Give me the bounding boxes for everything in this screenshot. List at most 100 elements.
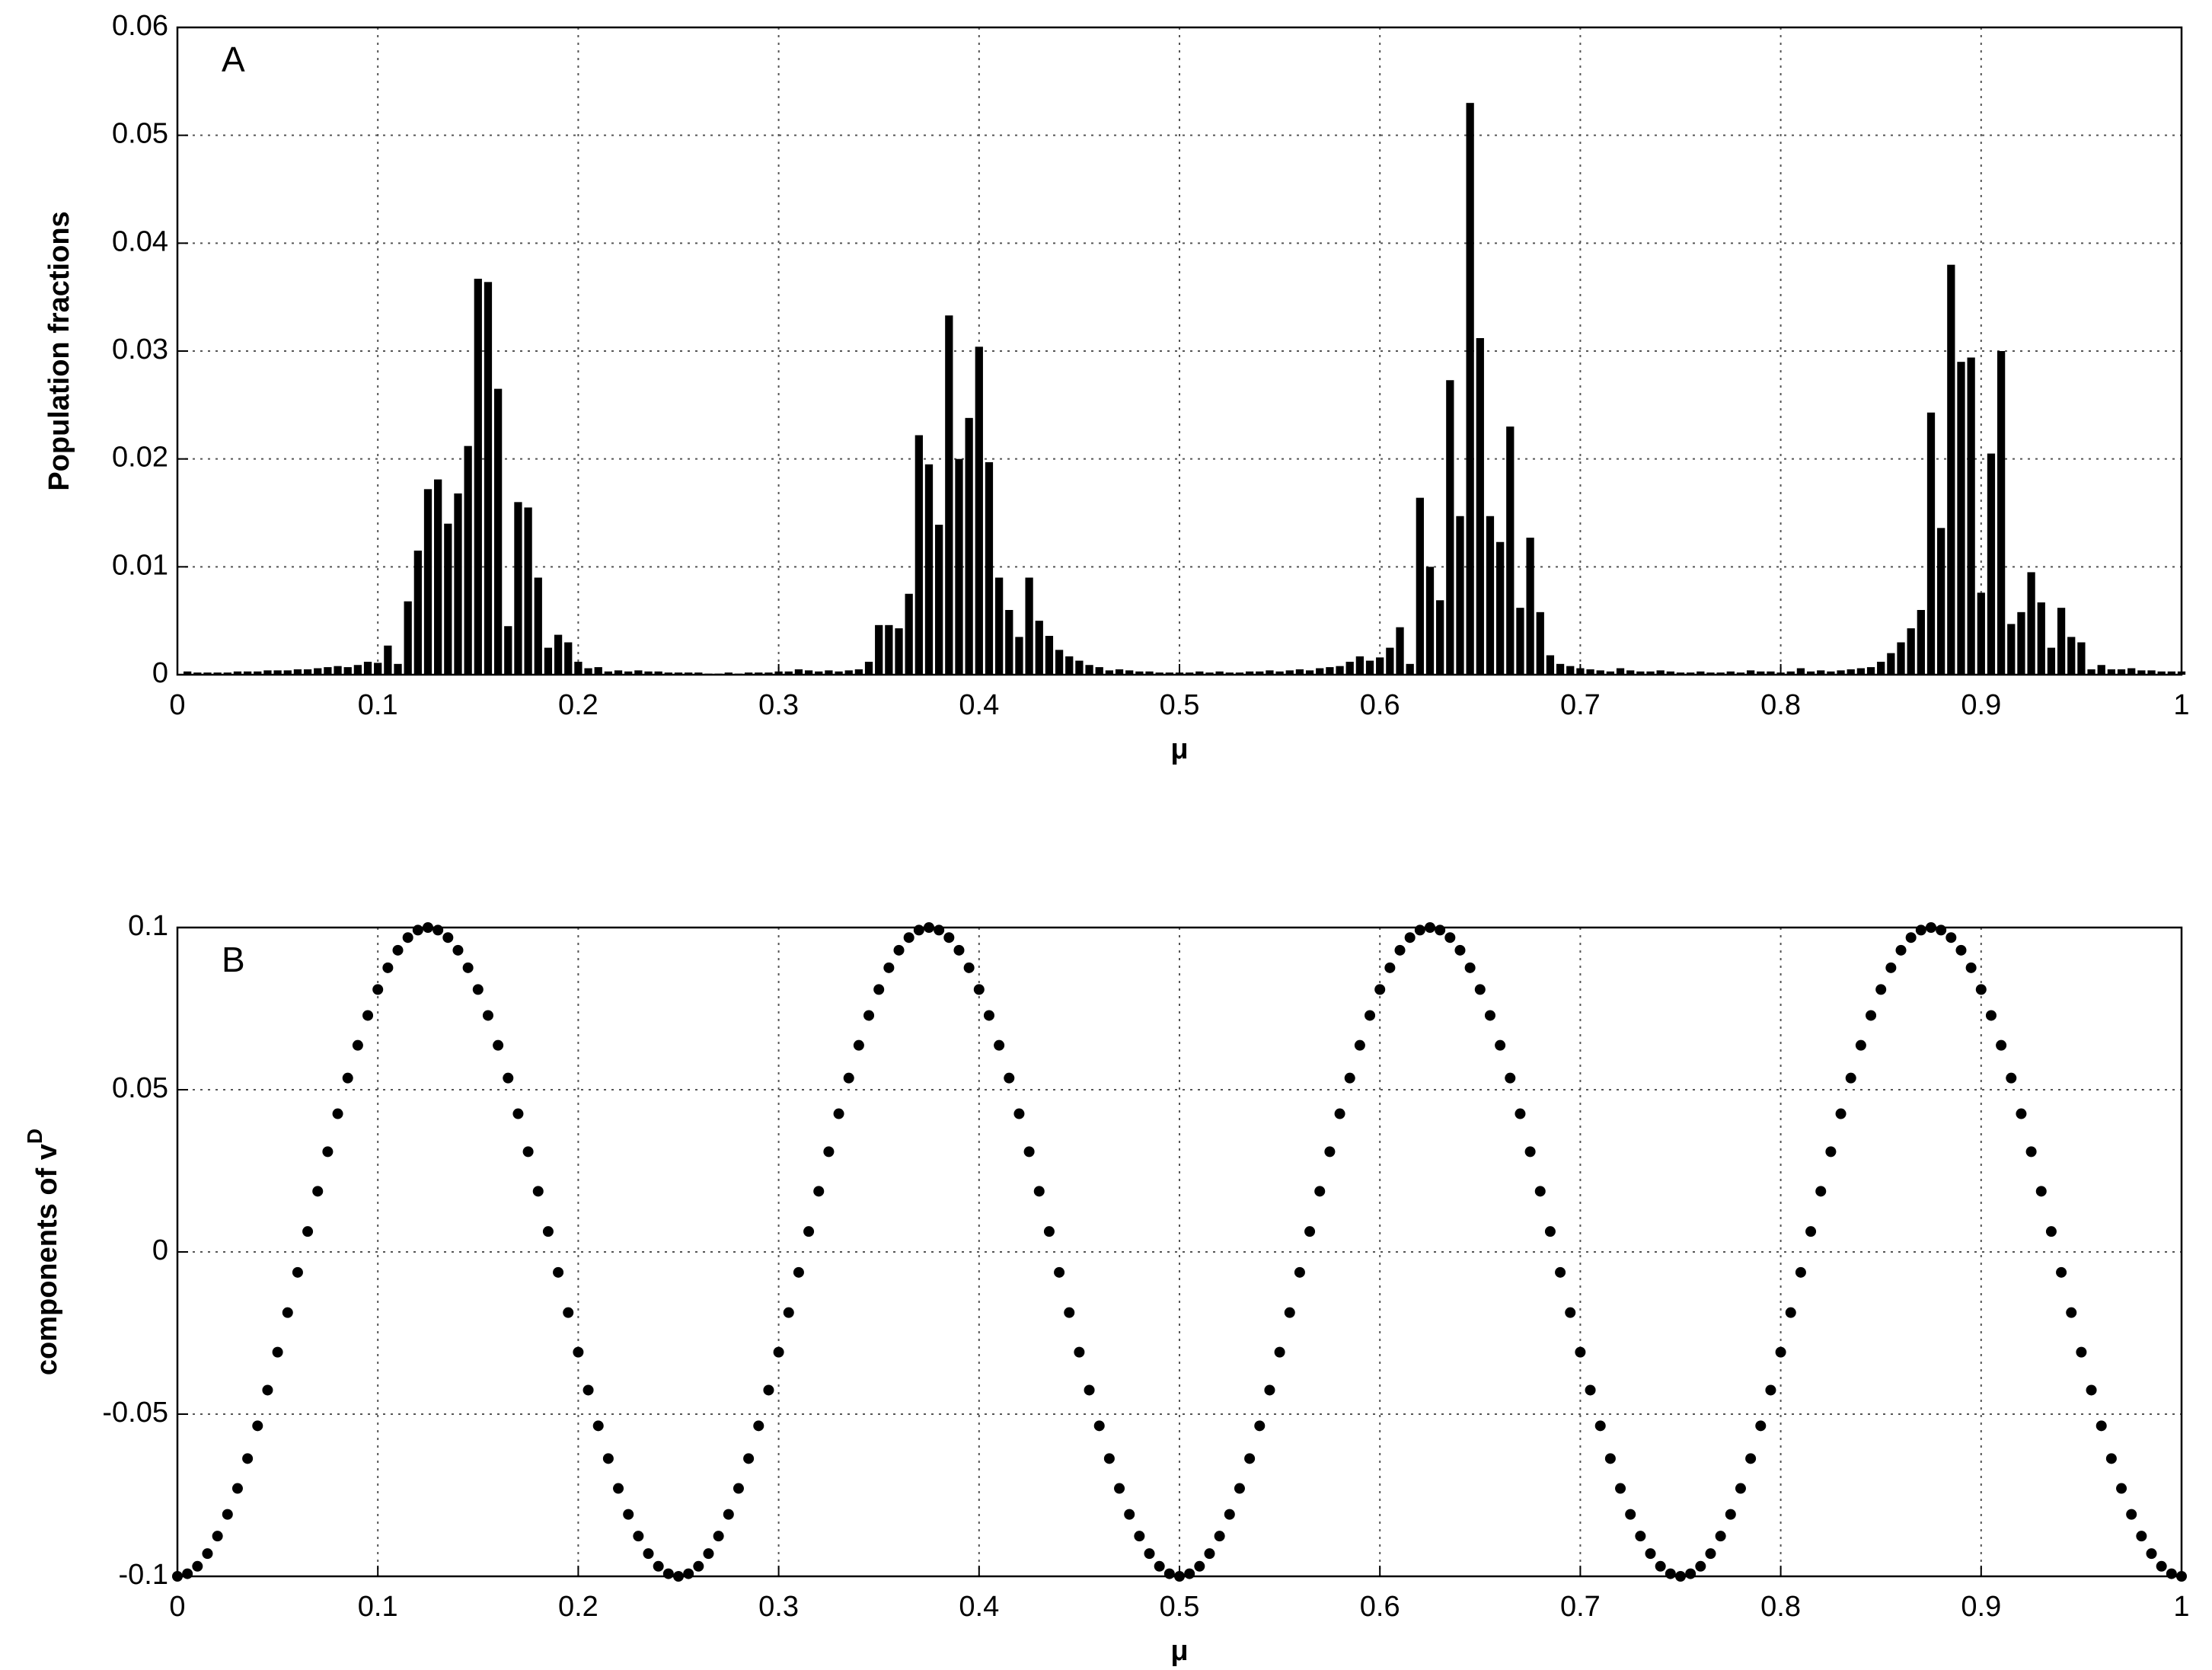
point	[763, 1384, 774, 1396]
point	[1765, 1384, 1776, 1396]
point	[683, 1568, 694, 1579]
point	[1745, 1453, 1757, 1464]
point	[873, 984, 885, 995]
x-tick-label: 0.1	[358, 1591, 398, 1623]
bar	[994, 577, 1004, 675]
bar	[1736, 672, 1745, 675]
bar	[1656, 670, 1665, 675]
bar	[825, 670, 833, 675]
point	[332, 1108, 343, 1119]
bar	[1977, 592, 1985, 675]
point	[442, 932, 454, 944]
bar	[955, 458, 963, 675]
bar	[1676, 672, 1685, 675]
bar	[404, 601, 412, 675]
y-tick-label: 0.06	[112, 10, 168, 42]
bar	[784, 671, 793, 675]
bar	[1326, 667, 1334, 675]
point	[282, 1307, 293, 1318]
bar	[965, 417, 973, 675]
point	[1955, 944, 1967, 956]
point	[1394, 944, 1406, 956]
point	[1555, 1266, 1566, 1278]
point	[1334, 1108, 1345, 1119]
point	[1244, 1453, 1256, 1464]
point	[2025, 1146, 2037, 1158]
bar	[1666, 671, 1674, 675]
y-tick-label: 0	[152, 1234, 168, 1266]
bar	[794, 669, 803, 675]
point	[472, 984, 484, 995]
bar	[1837, 670, 1845, 675]
bar	[484, 282, 493, 675]
bar	[1626, 670, 1635, 675]
bar	[574, 662, 583, 675]
bar	[504, 626, 512, 675]
point	[1184, 1568, 1195, 1579]
point	[2016, 1108, 2027, 1119]
bar	[1907, 628, 1915, 675]
point	[1575, 1346, 1586, 1358]
bar	[1757, 671, 1765, 675]
point	[953, 944, 965, 956]
bar	[2047, 647, 2056, 675]
y-tick-label: 0.05	[112, 118, 168, 150]
y-tick-label: 0.04	[112, 225, 168, 257]
bar	[1937, 528, 1945, 675]
y-axis-label-text: Population fractions	[43, 211, 75, 490]
x-tick-label: 0.5	[1160, 1591, 1200, 1623]
bar	[1856, 668, 1866, 675]
point	[1204, 1548, 1215, 1560]
bar	[1425, 567, 1435, 675]
bar	[1295, 669, 1304, 675]
point	[222, 1509, 233, 1520]
bar	[644, 671, 653, 675]
point	[1845, 1072, 1856, 1084]
bar	[1776, 672, 1785, 675]
y-tick-label: 0.02	[112, 442, 168, 474]
point	[262, 1384, 273, 1396]
point	[1084, 1384, 1095, 1396]
x-tick-label: 0.2	[558, 1591, 598, 1623]
bar	[624, 671, 633, 675]
bar	[534, 577, 542, 675]
x-tick-label: 0.7	[1560, 1591, 1601, 1623]
bar	[363, 662, 372, 675]
point	[312, 1186, 324, 1197]
point	[2066, 1307, 2077, 1318]
point	[1505, 1072, 1516, 1084]
point	[212, 1531, 223, 1542]
y-tick-label: 0	[152, 657, 168, 689]
point	[1655, 1560, 1666, 1572]
panel-label: B	[222, 940, 245, 979]
bar	[924, 464, 934, 675]
bar	[2167, 671, 2175, 675]
point	[1785, 1307, 1796, 1318]
x-tick-label: 1	[2173, 689, 2189, 721]
bar	[1466, 103, 1474, 675]
bar	[2007, 624, 2016, 675]
point	[2156, 1560, 2167, 1572]
bar	[514, 502, 522, 675]
point	[452, 944, 464, 956]
point	[1895, 944, 1907, 956]
point	[1544, 1226, 1556, 1237]
point	[1705, 1548, 1716, 1560]
point	[1495, 1039, 1506, 1051]
point	[1594, 1420, 1606, 1432]
point	[773, 1346, 784, 1358]
bar	[1786, 671, 1795, 675]
point	[703, 1548, 714, 1560]
bar	[374, 663, 382, 675]
x-tick-label: 1	[2173, 1591, 2189, 1623]
point	[2136, 1531, 2147, 1542]
point	[1524, 1146, 1536, 1158]
x-tick-label: 0.6	[1360, 1591, 1400, 1623]
point	[883, 962, 895, 973]
point	[542, 1226, 554, 1237]
bar	[1436, 600, 1444, 675]
bar	[254, 671, 262, 675]
point	[1304, 1226, 1316, 1237]
point	[963, 962, 975, 973]
